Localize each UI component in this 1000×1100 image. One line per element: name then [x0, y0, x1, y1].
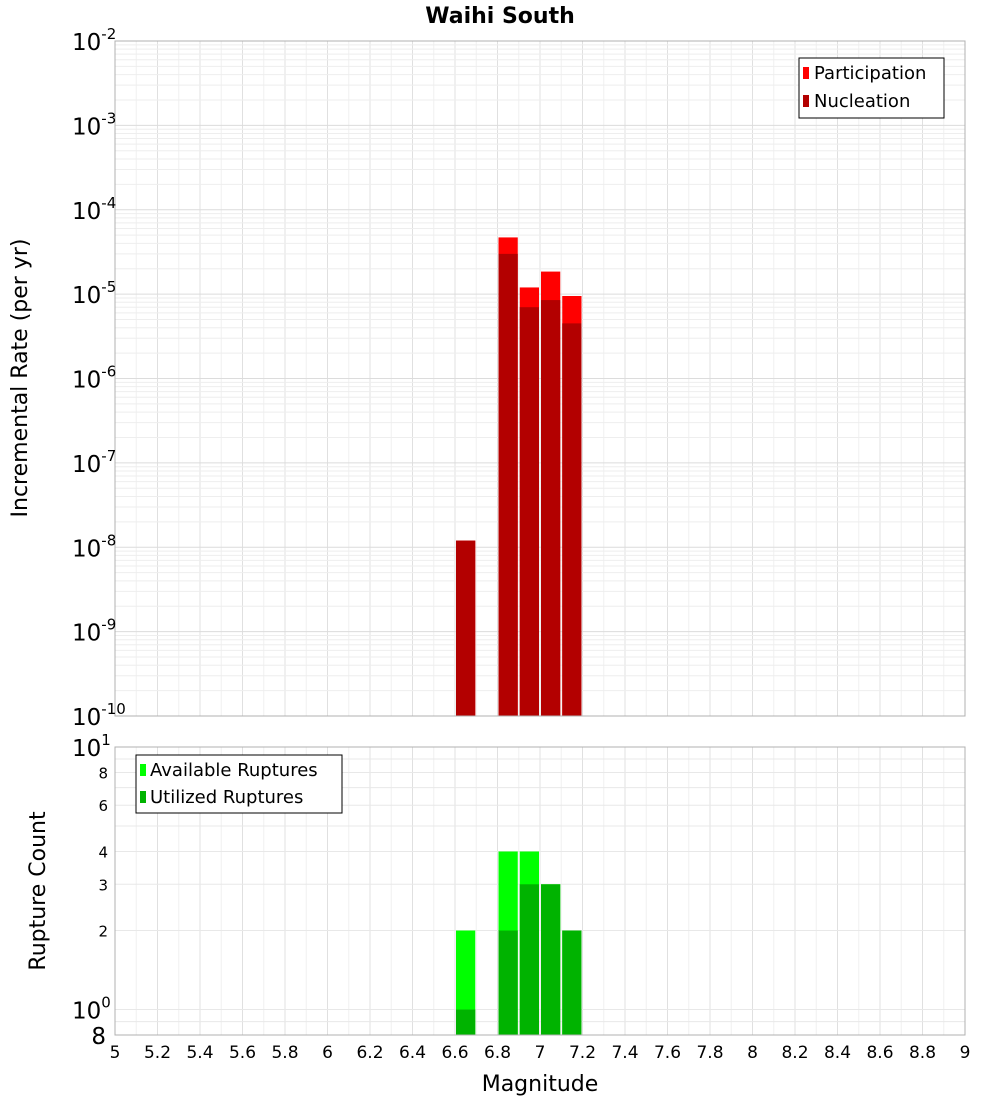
top-legend: Participation Nucleation — [798, 57, 945, 119]
x-tick-label: 9 — [960, 1043, 971, 1063]
bottom-y-minor-tick-label: 3 — [98, 876, 108, 894]
x-tick-label: 8.8 — [909, 1043, 936, 1063]
legend-label: Nucleation — [814, 91, 910, 112]
bottom-legend-box — [135, 754, 343, 814]
bottom-y-axis-label: Rupture Count — [26, 811, 51, 971]
x-tick-label: 8.2 — [781, 1043, 808, 1063]
top-y-tick-label: 10-10 — [72, 700, 126, 731]
legend-swatch — [803, 95, 809, 107]
legend-swatch — [803, 67, 809, 79]
top-y-tick-label: 10-7 — [72, 447, 116, 478]
x-tick-label: 7 — [535, 1043, 546, 1063]
bottom-y-tick-label: 101 — [72, 731, 111, 762]
legend-swatch — [140, 764, 146, 776]
top-y-axis-label: Incremental Rate (per yr) — [8, 239, 33, 518]
x-tick-label: 6.4 — [399, 1043, 426, 1063]
utilized-ruptures-bar — [562, 930, 582, 1035]
bottom-plot-frame — [114, 746, 966, 1036]
x-tick-label: 7.4 — [611, 1043, 638, 1063]
bottom-y-minor-tick-label: 8 — [91, 1024, 106, 1050]
bottom-y-minor-tick-label: 2 — [98, 923, 108, 941]
x-tick-label: 5.6 — [229, 1043, 256, 1063]
nucleation-bar — [519, 307, 539, 716]
bottom-y-minor-tick-label: 8 — [98, 764, 108, 782]
x-tick-label: 6.6 — [441, 1043, 468, 1063]
available-ruptures-bar — [456, 930, 476, 1035]
legend-label: Utilized Ruptures — [150, 787, 303, 808]
x-tick-label: 8.4 — [824, 1043, 851, 1063]
x-tick-label: 7.6 — [654, 1043, 681, 1063]
utilized-ruptures-bar — [519, 884, 539, 1035]
chart-title: Waihi South — [425, 4, 575, 29]
top-legend-box — [798, 57, 945, 119]
legend-label: Available Ruptures — [150, 760, 318, 781]
utilized-ruptures-bar — [541, 884, 561, 1035]
top-plot-frame — [114, 40, 966, 717]
top-y-tick-label: 10-3 — [72, 109, 116, 140]
bottom-legend: Available Ruptures Utilized Ruptures — [135, 754, 343, 814]
top-y-tick-label: 10-8 — [72, 531, 116, 562]
x-tick-label: 6.8 — [484, 1043, 511, 1063]
x-tick-label: 7.2 — [569, 1043, 596, 1063]
nucleation-bar — [541, 300, 561, 716]
x-tick-label: 8 — [747, 1043, 758, 1063]
nucleation-bar — [456, 540, 476, 716]
x-tick-label: 8.6 — [866, 1043, 893, 1063]
bottom-y-tick-label: 100 — [72, 994, 111, 1025]
top-y-tick-label: 10-4 — [72, 194, 116, 225]
bottom-y-minor-tick-label: 6 — [98, 797, 108, 815]
top-y-tick-label: 10-5 — [72, 278, 116, 309]
top-y-tick-label: 10-9 — [72, 616, 116, 647]
top-y-tick-label: 10-2 — [72, 25, 116, 56]
legend-swatch — [140, 791, 146, 803]
utilized-ruptures-bar — [456, 1009, 476, 1035]
top-plot-area: 10-10 10-9 10-8 10-7 10-6 10-5 10-4 10-3 10-2 Par… — [72, 25, 966, 731]
utilized-ruptures-bar — [498, 930, 518, 1035]
x-tick-label: 7.8 — [696, 1043, 723, 1063]
legend-label: Participation — [814, 63, 926, 84]
x-tick-label: 6 — [322, 1043, 333, 1063]
x-tick-label: 5.8 — [271, 1043, 298, 1063]
x-tick-label: 6.2 — [356, 1043, 383, 1063]
x-axis-label: Magnitude — [482, 1072, 599, 1097]
nucleation-bar — [498, 253, 518, 716]
x-tick-label: 5.4 — [186, 1043, 213, 1063]
x-tick-label: 5 — [110, 1043, 121, 1063]
top-y-tick-label: 10-6 — [72, 363, 116, 394]
x-tick-label: 5.2 — [144, 1043, 171, 1063]
bottom-y-minor-tick-label: 4 — [98, 843, 108, 861]
nucleation-bar — [562, 323, 582, 716]
